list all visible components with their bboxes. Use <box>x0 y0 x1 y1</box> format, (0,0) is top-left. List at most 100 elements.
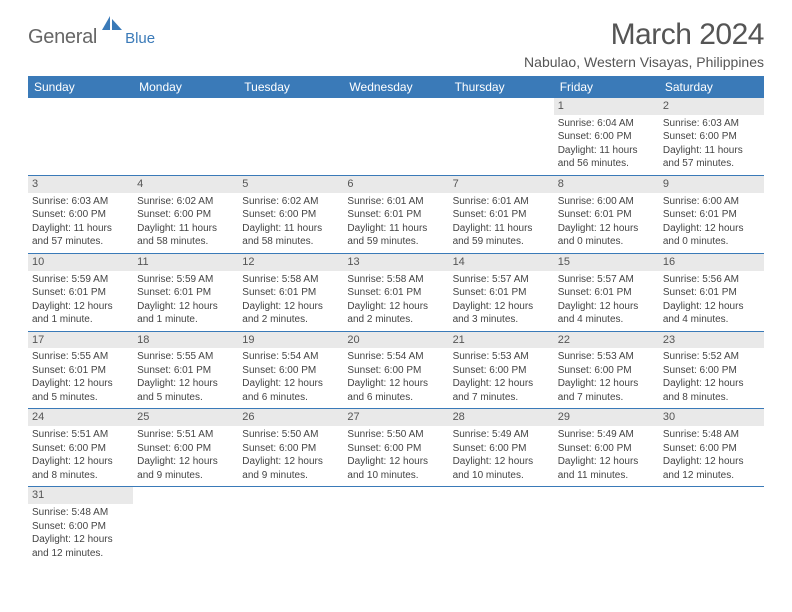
calendar-day-cell: 3Sunrise: 6:03 AMSunset: 6:00 PMDaylight… <box>28 175 133 253</box>
cell-daylight2: and 59 minutes. <box>347 235 444 249</box>
day-number: 14 <box>449 254 554 271</box>
day-number: 28 <box>449 409 554 426</box>
cell-sunrise: Sunrise: 5:57 AM <box>453 273 550 287</box>
cell-daylight2: and 8 minutes. <box>32 469 129 483</box>
calendar-empty-cell <box>343 98 448 175</box>
calendar-day-cell: 18Sunrise: 5:55 AMSunset: 6:01 PMDayligh… <box>133 331 238 409</box>
cell-daylight1: Daylight: 12 hours <box>558 455 655 469</box>
cell-daylight2: and 10 minutes. <box>453 469 550 483</box>
cell-daylight1: Daylight: 12 hours <box>137 455 234 469</box>
cell-daylight2: and 6 minutes. <box>347 391 444 405</box>
calendar-week-row: 1Sunrise: 6:04 AMSunset: 6:00 PMDaylight… <box>28 98 764 175</box>
logo-sail-icon <box>101 15 123 31</box>
day-number: 20 <box>343 332 448 349</box>
calendar-day-cell: 31Sunrise: 5:48 AMSunset: 6:00 PMDayligh… <box>28 487 133 564</box>
cell-daylight1: Daylight: 12 hours <box>242 377 339 391</box>
cell-sunrise: Sunrise: 5:48 AM <box>32 506 129 520</box>
cell-daylight2: and 11 minutes. <box>558 469 655 483</box>
cell-sunrise: Sunrise: 5:48 AM <box>663 428 760 442</box>
cell-daylight2: and 7 minutes. <box>453 391 550 405</box>
cell-daylight2: and 4 minutes. <box>663 313 760 327</box>
weekday-header: Wednesday <box>343 76 448 98</box>
cell-sunset: Sunset: 6:01 PM <box>453 208 550 222</box>
calendar-empty-cell <box>238 98 343 175</box>
calendar-page: General Blue March 2024 Nabulao, Western… <box>0 0 792 582</box>
cell-sunrise: Sunrise: 6:00 AM <box>663 195 760 209</box>
cell-daylight1: Daylight: 12 hours <box>663 300 760 314</box>
cell-sunset: Sunset: 6:00 PM <box>242 442 339 456</box>
weekday-header: Tuesday <box>238 76 343 98</box>
cell-daylight1: Daylight: 11 hours <box>453 222 550 236</box>
day-number: 12 <box>238 254 343 271</box>
day-number: 10 <box>28 254 133 271</box>
calendar-day-cell: 6Sunrise: 6:01 AMSunset: 6:01 PMDaylight… <box>343 175 448 253</box>
cell-sunrise: Sunrise: 6:00 AM <box>558 195 655 209</box>
cell-daylight1: Daylight: 12 hours <box>558 300 655 314</box>
cell-daylight2: and 1 minute. <box>137 313 234 327</box>
calendar-day-cell: 7Sunrise: 6:01 AMSunset: 6:01 PMDaylight… <box>449 175 554 253</box>
day-number: 15 <box>554 254 659 271</box>
calendar-day-cell: 27Sunrise: 5:50 AMSunset: 6:00 PMDayligh… <box>343 409 448 487</box>
cell-sunset: Sunset: 6:00 PM <box>137 208 234 222</box>
cell-daylight1: Daylight: 11 hours <box>347 222 444 236</box>
calendar-empty-cell <box>133 487 238 564</box>
title-block: March 2024 Nabulao, Western Visayas, Phi… <box>524 18 764 70</box>
cell-sunrise: Sunrise: 5:59 AM <box>32 273 129 287</box>
calendar-empty-cell <box>449 98 554 175</box>
cell-sunset: Sunset: 6:01 PM <box>32 286 129 300</box>
weekday-header: Thursday <box>449 76 554 98</box>
calendar-day-cell: 13Sunrise: 5:58 AMSunset: 6:01 PMDayligh… <box>343 253 448 331</box>
cell-sunrise: Sunrise: 5:55 AM <box>32 350 129 364</box>
calendar-day-cell: 23Sunrise: 5:52 AMSunset: 6:00 PMDayligh… <box>659 331 764 409</box>
calendar-day-cell: 5Sunrise: 6:02 AMSunset: 6:00 PMDaylight… <box>238 175 343 253</box>
cell-daylight2: and 56 minutes. <box>558 157 655 171</box>
cell-daylight2: and 57 minutes. <box>663 157 760 171</box>
cell-daylight1: Daylight: 12 hours <box>242 455 339 469</box>
cell-sunset: Sunset: 6:01 PM <box>558 286 655 300</box>
cell-daylight1: Daylight: 11 hours <box>558 144 655 158</box>
cell-daylight2: and 7 minutes. <box>558 391 655 405</box>
cell-sunset: Sunset: 6:00 PM <box>347 442 444 456</box>
cell-daylight1: Daylight: 12 hours <box>347 377 444 391</box>
cell-daylight1: Daylight: 12 hours <box>453 455 550 469</box>
calendar-day-cell: 30Sunrise: 5:48 AMSunset: 6:00 PMDayligh… <box>659 409 764 487</box>
cell-sunrise: Sunrise: 5:49 AM <box>558 428 655 442</box>
calendar-day-cell: 15Sunrise: 5:57 AMSunset: 6:01 PMDayligh… <box>554 253 659 331</box>
cell-daylight2: and 12 minutes. <box>32 547 129 561</box>
day-number: 27 <box>343 409 448 426</box>
cell-daylight2: and 9 minutes. <box>137 469 234 483</box>
cell-sunset: Sunset: 6:00 PM <box>347 364 444 378</box>
day-number: 4 <box>133 176 238 193</box>
location-subtitle: Nabulao, Western Visayas, Philippines <box>524 54 764 70</box>
cell-sunset: Sunset: 6:00 PM <box>453 442 550 456</box>
cell-daylight1: Daylight: 12 hours <box>663 455 760 469</box>
cell-sunset: Sunset: 6:00 PM <box>453 364 550 378</box>
cell-sunrise: Sunrise: 5:56 AM <box>663 273 760 287</box>
calendar-week-row: 10Sunrise: 5:59 AMSunset: 6:01 PMDayligh… <box>28 253 764 331</box>
cell-sunset: Sunset: 6:01 PM <box>137 286 234 300</box>
day-number: 11 <box>133 254 238 271</box>
cell-sunset: Sunset: 6:01 PM <box>558 208 655 222</box>
day-number: 2 <box>659 98 764 115</box>
calendar-table: Sunday Monday Tuesday Wednesday Thursday… <box>28 76 764 564</box>
cell-sunrise: Sunrise: 5:52 AM <box>663 350 760 364</box>
cell-sunset: Sunset: 6:00 PM <box>558 364 655 378</box>
cell-daylight2: and 10 minutes. <box>347 469 444 483</box>
calendar-empty-cell <box>238 487 343 564</box>
day-number: 9 <box>659 176 764 193</box>
calendar-empty-cell <box>449 487 554 564</box>
cell-sunset: Sunset: 6:00 PM <box>242 208 339 222</box>
cell-daylight1: Daylight: 12 hours <box>663 377 760 391</box>
cell-daylight1: Daylight: 12 hours <box>32 377 129 391</box>
cell-sunset: Sunset: 6:00 PM <box>32 208 129 222</box>
cell-sunset: Sunset: 6:00 PM <box>558 130 655 144</box>
header-row: General Blue March 2024 Nabulao, Western… <box>28 18 764 70</box>
cell-daylight2: and 59 minutes. <box>453 235 550 249</box>
cell-daylight1: Daylight: 12 hours <box>32 455 129 469</box>
cell-sunset: Sunset: 6:00 PM <box>663 130 760 144</box>
cell-sunset: Sunset: 6:01 PM <box>663 286 760 300</box>
cell-sunset: Sunset: 6:00 PM <box>558 442 655 456</box>
cell-sunset: Sunset: 6:00 PM <box>242 364 339 378</box>
calendar-day-cell: 26Sunrise: 5:50 AMSunset: 6:00 PMDayligh… <box>238 409 343 487</box>
cell-sunrise: Sunrise: 6:04 AM <box>558 117 655 131</box>
